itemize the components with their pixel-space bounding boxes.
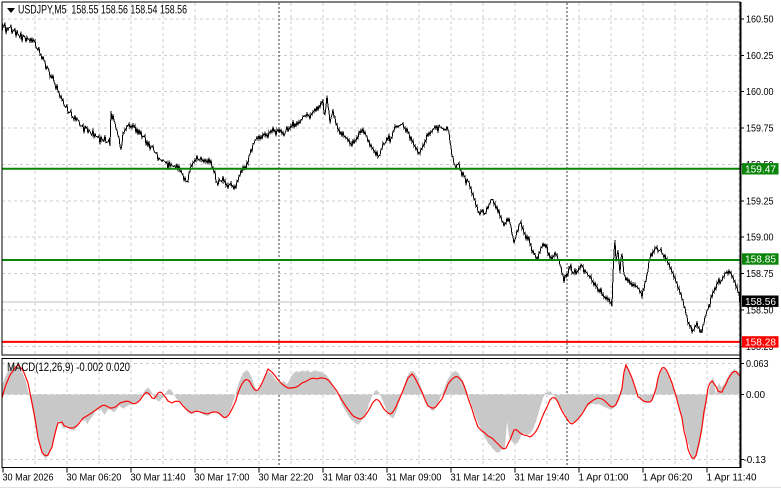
svg-text:160.00: 160.00 bbox=[746, 87, 774, 98]
svg-text:159.25: 159.25 bbox=[746, 196, 774, 207]
svg-text:30 Mar 2026: 30 Mar 2026 bbox=[3, 473, 54, 484]
svg-text:0.063: 0.063 bbox=[746, 359, 769, 370]
svg-text:31 Mar 09:00: 31 Mar 09:00 bbox=[387, 473, 442, 484]
svg-text:159.47: 159.47 bbox=[745, 164, 776, 176]
svg-text:158.85: 158.85 bbox=[745, 254, 776, 266]
svg-text:31 Mar 19:40: 31 Mar 19:40 bbox=[515, 473, 570, 484]
svg-text:30 Mar 11:40: 30 Mar 11:40 bbox=[131, 473, 186, 484]
svg-text:158.50: 158.50 bbox=[746, 305, 774, 316]
svg-text:158.56: 158.56 bbox=[745, 296, 776, 308]
svg-text:1 Apr 11:40: 1 Apr 11:40 bbox=[707, 473, 757, 484]
svg-text:160.50: 160.50 bbox=[746, 15, 774, 26]
svg-text:158.75: 158.75 bbox=[746, 269, 774, 280]
svg-text:159.00: 159.00 bbox=[746, 233, 774, 244]
svg-text:30 Mar 22:20: 30 Mar 22:20 bbox=[259, 473, 314, 484]
svg-text:31 Mar 03:40: 31 Mar 03:40 bbox=[323, 473, 378, 484]
svg-text:USDJPY,M5 158.55 158.56 158.5: USDJPY,M5 158.55 158.56 158.54 158.56 bbox=[18, 3, 187, 17]
svg-text:1 Apr 01:00: 1 Apr 01:00 bbox=[579, 473, 629, 484]
svg-text:0.00: 0.00 bbox=[746, 390, 765, 401]
svg-text:158.28: 158.28 bbox=[745, 337, 776, 349]
svg-text:160.25: 160.25 bbox=[746, 51, 774, 62]
svg-text:30 Mar 17:00: 30 Mar 17:00 bbox=[195, 473, 250, 484]
svg-text:1 Apr 06:20: 1 Apr 06:20 bbox=[643, 473, 693, 484]
svg-text:-0.13: -0.13 bbox=[744, 455, 767, 466]
svg-text:MACD(12,26,9) -0.002 0.020: MACD(12,26,9) -0.002 0.020 bbox=[7, 360, 130, 374]
svg-text:30 Mar 06:20: 30 Mar 06:20 bbox=[67, 473, 122, 484]
svg-text:31 Mar 14:20: 31 Mar 14:20 bbox=[451, 473, 506, 484]
svg-text:159.75: 159.75 bbox=[746, 124, 774, 135]
